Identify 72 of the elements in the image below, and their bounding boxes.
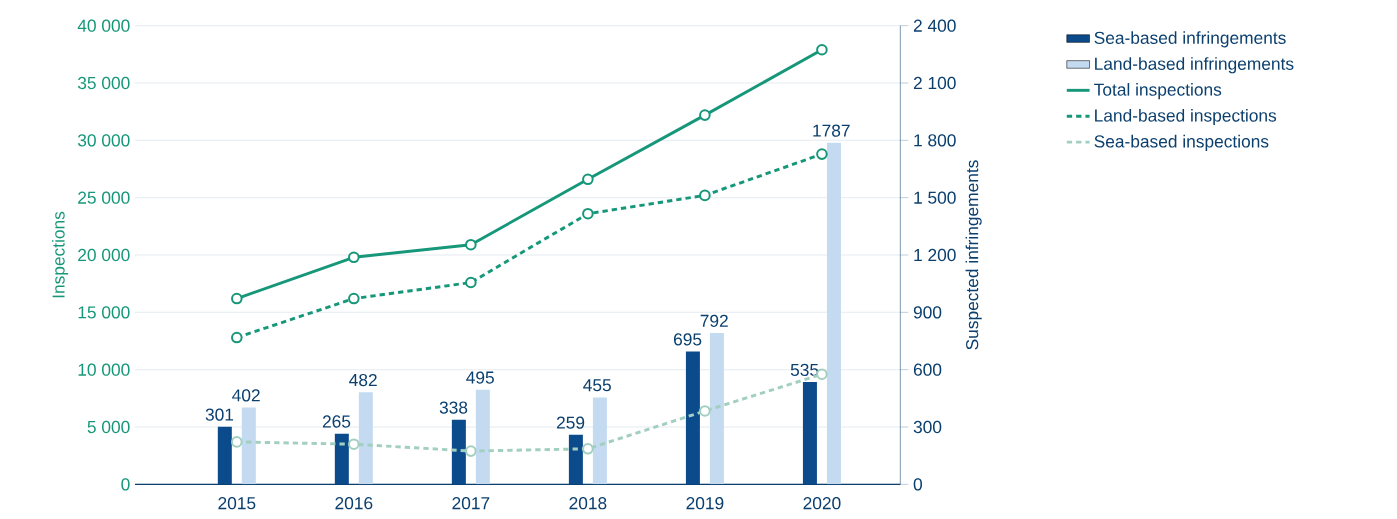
y-tick-label: 20 000 (78, 248, 130, 262)
point (348, 251, 360, 264)
point (231, 436, 243, 448)
bar (592, 397, 607, 485)
point (465, 238, 477, 251)
point (465, 445, 477, 457)
bar (826, 142, 841, 485)
y-tick-label: 10 000 (78, 363, 130, 376)
data-label: 482 (349, 373, 377, 387)
bar (568, 434, 583, 485)
data-label: 402 (232, 389, 260, 402)
point (231, 331, 243, 344)
bar (451, 419, 466, 485)
data-label: 1787 (813, 124, 850, 137)
point (348, 292, 360, 305)
x-tick-label: 2018 (569, 497, 607, 510)
y-tick-label: 35 000 (77, 76, 130, 90)
point (582, 207, 594, 220)
x-tick-label: 2019 (686, 497, 724, 510)
point (465, 276, 477, 289)
y2-tick-label: 2 100 (913, 76, 956, 90)
y2-axis-title: Suspected infringements (965, 160, 982, 350)
data-label: 695 (673, 333, 702, 346)
data-label: 495 (466, 371, 494, 384)
data-label: 301 (205, 408, 234, 421)
y2-tick-label: 0 (913, 478, 923, 491)
y2-tick-label: 1 500 (914, 191, 956, 204)
bar (475, 389, 490, 485)
y2-tick-label: 600 (913, 363, 942, 376)
x-tick-label: 2016 (335, 497, 373, 510)
data-label: 338 (439, 401, 468, 414)
data-label: 259 (556, 416, 585, 429)
legend-label: Land-based inspections (1095, 108, 1277, 126)
y2-tick-label: 1 800 (914, 134, 956, 147)
y2-tick-label: 900 (913, 306, 942, 319)
point (348, 438, 360, 450)
y-tick-label: 25 000 (78, 191, 130, 204)
bar (802, 382, 817, 485)
legend-label: Sea-based infringements (1094, 31, 1286, 48)
y2-tick-label: 1 200 (914, 248, 956, 262)
legend-label: Land-based infringements (1095, 57, 1294, 74)
point (699, 109, 711, 121)
point (816, 148, 828, 160)
point (582, 442, 594, 455)
y-axis-title: Inspections (51, 211, 69, 298)
data-label: 265 (322, 415, 351, 428)
point (231, 292, 243, 305)
data-label: 792 (700, 314, 728, 327)
point (816, 43, 828, 56)
data-label: 455 (583, 379, 611, 392)
y-tick-label: 30 000 (77, 134, 130, 147)
bar (685, 351, 700, 485)
x-tick-label: 2015 (218, 497, 256, 510)
bar (241, 407, 256, 485)
y2-tick-label: 300 (913, 420, 942, 434)
point (699, 405, 711, 417)
y-tick-label: 15 000 (78, 306, 130, 319)
x-tick-label: 2017 (452, 497, 490, 510)
y2-tick-label: 2 400 (913, 19, 956, 32)
bar (217, 426, 232, 485)
data-label: 535 (790, 363, 819, 377)
legend-label: Sea-based inspections (1094, 134, 1269, 151)
x-tick-label: 2020 (803, 497, 841, 510)
y-tick-label: 40 000 (77, 19, 130, 32)
bar (358, 392, 373, 485)
point (582, 173, 594, 186)
bar (709, 332, 724, 485)
y-tick-label: 0 (121, 478, 130, 491)
bar (334, 433, 349, 485)
legend-label: Total inspections (1094, 83, 1222, 100)
point (699, 189, 711, 202)
y-tick-label: 5 000 (87, 420, 130, 434)
